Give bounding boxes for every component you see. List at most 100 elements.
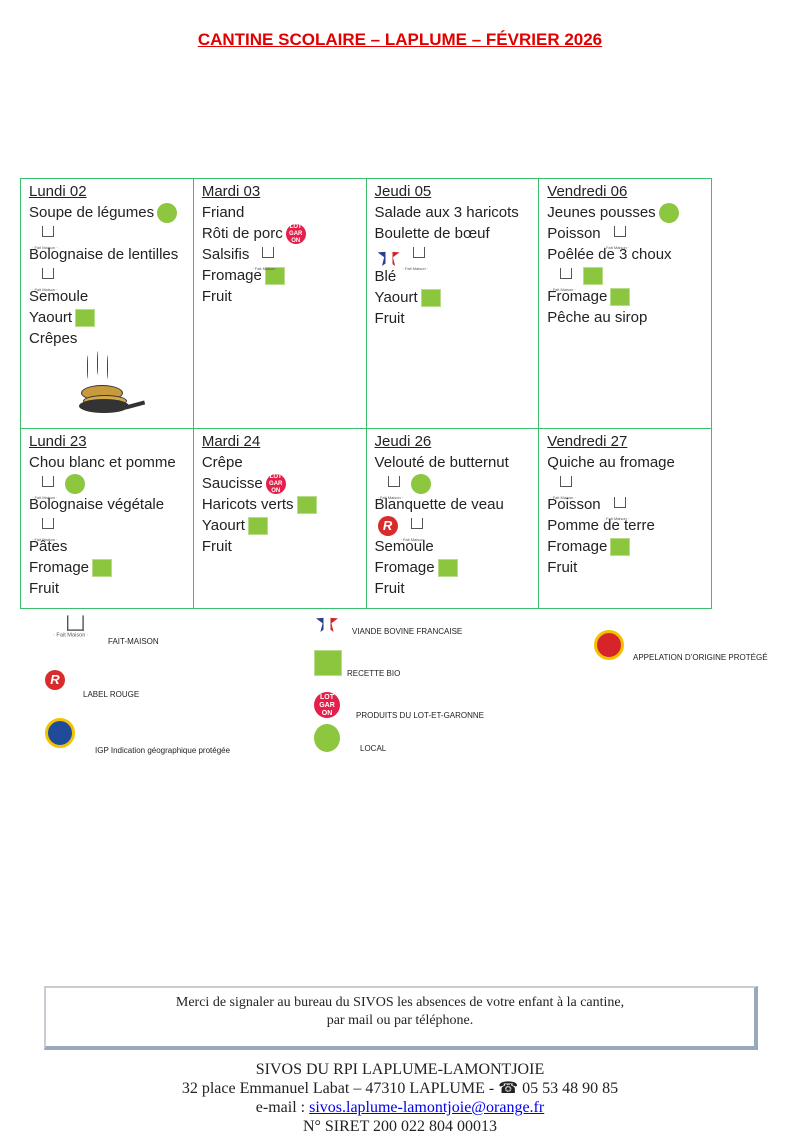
legend-bio: RECETTE BIO — [347, 669, 401, 678]
local-icon — [410, 474, 431, 495]
menu-item-label: Fruit — [547, 559, 578, 576]
legend-local: LOCAL — [360, 744, 387, 753]
menu-item-label: Yaourt — [201, 517, 245, 535]
day-cell: Mardi 24 Crêpe Saucisse LOT GAR ON Haricots ve… — [192, 428, 367, 609]
menu-item: Blanquette de veau R — [374, 494, 535, 550]
menu-item: Rôti de porc LOT GAR ON — [201, 223, 362, 245]
menu-item: Pêche au sirop — [547, 307, 707, 328]
lot-et-garonne-icon: LOT GAR ON — [314, 692, 340, 718]
menu-item: Jeunes pousses — [547, 202, 707, 224]
notice-line-1: Merci de signaler au bureau du SIVOS les… — [175, 995, 625, 1010]
menu-item-label: Haricots verts — [201, 496, 294, 514]
day-header: Jeudi 26 — [374, 433, 432, 450]
week-row-1: Lundi 02 Soupe de légumes Bolognaise de le… — [20, 178, 712, 429]
fait-maison-icon — [32, 475, 62, 508]
menu-item-label: Saucisse — [201, 475, 263, 492]
bio-icon — [314, 650, 342, 676]
local-icon — [314, 724, 340, 752]
notice-line-2: par mail ou par téléphone. — [326, 1013, 474, 1028]
lot-et-garonne-icon: LOT GAR ON — [265, 474, 286, 495]
bio-icon — [92, 559, 113, 578]
menu-item: Soupe de légumes — [29, 202, 189, 258]
menu-item: Quiche au fromage — [547, 452, 707, 508]
footer-org: SIVOS DU RPI LAPLUME-LAMONTJOIE — [255, 1061, 545, 1078]
menu-item-label: Bolognaise végétale — [29, 496, 165, 514]
menu-item: Fruit — [375, 308, 535, 329]
menu-item-label: Quiche au fromage — [547, 454, 675, 471]
menu-item: Semoule — [375, 536, 535, 557]
day-cell: Lundi 02 Soupe de légumes Bolognaise de le… — [20, 178, 194, 429]
menu-item: Fromage — [547, 536, 707, 557]
menu-item-label: Pêche au sirop — [547, 309, 648, 327]
bio-icon — [583, 267, 604, 286]
legend-vbf: VIANDE BOVINE FRANCAISE — [352, 627, 463, 636]
menu-item-label: Boulette de bœuf — [374, 225, 490, 242]
legend-lot: PRODUITS DU LOT-ET-GARONNE — [356, 711, 485, 720]
local-icon — [65, 474, 85, 495]
menu-item: Chou blanc et pomme — [29, 452, 189, 508]
menu-item: Bolognaise de lentilles — [29, 244, 189, 300]
menu-item: Fruit — [202, 286, 362, 307]
bio-icon — [420, 289, 441, 308]
menu-item-label: Soupe de légumes — [29, 204, 155, 221]
menu-item-label: Chou blanc et pomme — [29, 454, 176, 471]
menu-item-label: Blanquette de veau — [374, 496, 504, 514]
menu-item: Fromage — [375, 557, 535, 578]
fait-maison-icon — [604, 496, 634, 529]
menu-item: Fruit — [29, 578, 189, 599]
menu-item: Fromage — [202, 265, 362, 286]
fait-maison-icon — [32, 517, 62, 550]
label-rouge-icon: R — [45, 670, 65, 690]
day-header: Vendredi 06 — [547, 183, 628, 200]
menu-item: Yaourt — [29, 307, 189, 328]
menu-item-label: Crêpe — [201, 454, 243, 471]
footer-email-line: e-mail : sivos.laplume-lamontjoie@orange… — [0, 1098, 800, 1117]
label-rouge-icon: R — [377, 516, 398, 537]
crepes-pan-picture — [77, 351, 146, 427]
page-title: CANTINE SCOLAIRE – LAPLUME – FÉVRIER 202… — [197, 30, 603, 49]
footer-siret: N° SIRET 200 022 804 00013 — [302, 1118, 498, 1135]
menu-item-label: Poisson — [547, 225, 601, 243]
menu-item: Blé — [375, 266, 535, 287]
day-header: Mardi 24 — [201, 433, 261, 450]
bio-icon — [610, 288, 631, 307]
day-cell: Jeudi 05 Salade aux 3 haricots Boulette de… — [365, 178, 540, 429]
bio-icon — [296, 496, 317, 515]
legend-fait-maison: FAIT-MAISON — [108, 637, 159, 646]
lot-et-garonne-icon: LOT GAR ON — [285, 224, 306, 245]
menu-item-label: Yaourt — [374, 289, 418, 307]
menu-item: Fromage — [29, 557, 189, 578]
day-header: Lundi 23 — [29, 433, 87, 450]
day-cell: Jeudi 26 Velouté de butternut Blanquette d… — [365, 428, 540, 609]
telephone-icon: ☎ — [498, 1080, 519, 1097]
menu-item: Saucisse LOT GAR ON — [201, 473, 362, 495]
footer-address-line: 32 place Emmanuel Labat – 47310 LAPLUME … — [0, 1079, 800, 1098]
viande-bovine-francaise-icon — [316, 610, 338, 632]
day-header: Lundi 02 — [29, 183, 87, 200]
footer-street: 32 place Emmanuel Labat – 47310 LAPLUME … — [181, 1080, 499, 1097]
menu-item-label: Rôti de porc — [201, 225, 283, 242]
fait-maison-icon — [604, 225, 634, 258]
menu-item: Crêpes — [29, 328, 189, 349]
menu-item-label: Bolognaise de lentilles — [29, 246, 179, 264]
menu-item-label: Fruit — [29, 580, 59, 598]
day-cell: Lundi 23 Chou blanc et pomme Bolognaise vé… — [20, 428, 194, 609]
week-row-2: Lundi 23 Chou blanc et pomme Bolognaise vé… — [20, 428, 712, 609]
legend-label-rouge: LABEL ROUGE — [83, 690, 140, 699]
menu-item: Crêpe — [202, 452, 362, 473]
menu-item: Haricots verts — [202, 494, 362, 515]
menu-item: Bolognaise végétale — [29, 494, 189, 550]
legend-aop: APPELATION D’ORIGINE PROTÉGÉ — [633, 653, 768, 662]
day-header: Vendredi 27 — [547, 433, 628, 450]
local-icon — [658, 203, 679, 224]
menu-item-label: Crêpes — [29, 330, 78, 348]
fait-maison-icon — [32, 267, 62, 300]
menu-item-label: Velouté de butternut — [374, 454, 509, 471]
menu-item-label: Fromage — [547, 538, 608, 555]
bio-icon — [437, 559, 458, 578]
day-header: Jeudi 05 — [374, 183, 432, 200]
menu-item-label: Fromage — [201, 267, 262, 285]
menu-item-label: Fromage — [374, 559, 435, 577]
email-link[interactable]: sivos.laplume-lamontjoie@orange.fr — [309, 1099, 545, 1116]
